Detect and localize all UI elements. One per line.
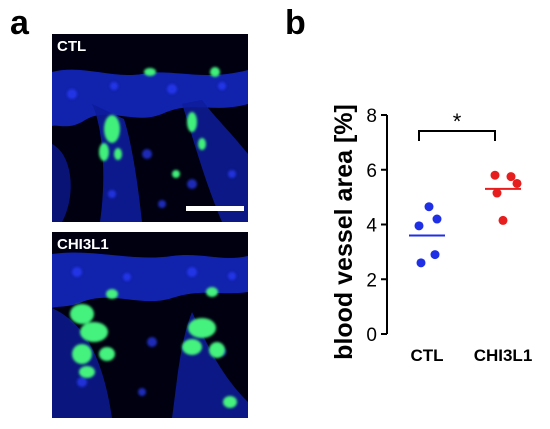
ctl-micrograph: CTL bbox=[52, 34, 248, 222]
data-point bbox=[498, 215, 508, 225]
chi3l1-micrograph-image bbox=[52, 232, 248, 418]
scale-bar bbox=[186, 206, 244, 211]
y-axis: 0 2 4 6 8 bbox=[366, 106, 388, 346]
data-point bbox=[424, 202, 434, 212]
data-point bbox=[512, 178, 522, 188]
data-point bbox=[430, 250, 440, 260]
y-axis-label: blood vessel area [%] bbox=[330, 104, 358, 360]
data-point bbox=[492, 188, 502, 198]
y-tick-label: 4 bbox=[366, 216, 377, 237]
data-point bbox=[414, 221, 424, 231]
chi3l1-image-label: CHI3L1 bbox=[57, 236, 109, 253]
data-point bbox=[506, 172, 516, 182]
ctl-micrograph-image bbox=[52, 34, 248, 222]
data-point bbox=[416, 258, 426, 268]
significance-bracket: * bbox=[418, 109, 496, 141]
y-tick-label: 8 bbox=[366, 106, 377, 127]
data-points bbox=[409, 170, 522, 268]
panel-a-letter: a bbox=[10, 4, 29, 42]
y-tick-label: 2 bbox=[366, 270, 377, 291]
bracket-line bbox=[418, 130, 496, 141]
data-point bbox=[490, 170, 500, 180]
blood-vessel-area-chart: 0 2 4 6 8 CTL CHI3L1 * blood vessel area [%] bbox=[330, 104, 532, 365]
ctl-image-label: CTL bbox=[57, 38, 87, 55]
y-tick-label: 0 bbox=[366, 325, 377, 346]
x-tick-label: CTL bbox=[410, 346, 443, 365]
data-point bbox=[432, 214, 442, 224]
significance-label: * bbox=[453, 109, 462, 134]
y-tick-label: 6 bbox=[366, 161, 377, 182]
x-tick-label: CHI3L1 bbox=[474, 346, 533, 365]
x-axis: CTL CHI3L1 bbox=[410, 346, 532, 365]
panel-b-letter: b bbox=[285, 4, 306, 42]
chi3l1-micrograph: CHI3L1 bbox=[52, 232, 248, 418]
